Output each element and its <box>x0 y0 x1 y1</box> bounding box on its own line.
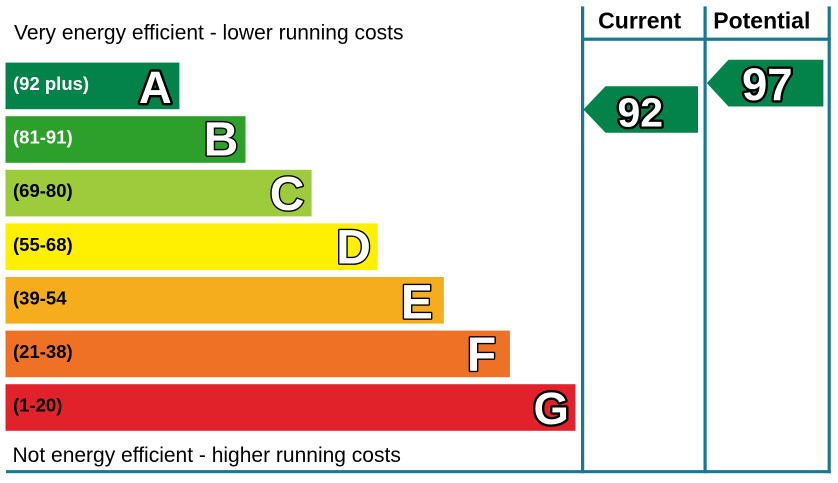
svg-text:(55-68): (55-68) <box>13 234 73 255</box>
svg-text:92: 92 <box>617 90 663 136</box>
svg-text:(1-20): (1-20) <box>13 394 62 415</box>
svg-text:D: D <box>336 221 371 274</box>
svg-text:A: A <box>139 62 172 113</box>
svg-text:(21-38): (21-38) <box>13 341 73 362</box>
svg-text:97: 97 <box>742 59 793 110</box>
svg-text:(92 plus): (92 plus) <box>13 73 89 94</box>
svg-text:(81-91): (81-91) <box>13 127 73 148</box>
svg-text:G: G <box>533 383 568 434</box>
svg-text:Current: Current <box>598 8 681 34</box>
svg-text:(69-80): (69-80) <box>13 180 73 201</box>
svg-text:Potential: Potential <box>713 8 810 34</box>
svg-text:Not energy efficient - higher: Not energy efficient - higher running co… <box>13 444 401 467</box>
svg-text:(39-54: (39-54 <box>13 287 67 308</box>
svg-text:B: B <box>204 114 239 167</box>
svg-text:E: E <box>401 277 433 330</box>
svg-text:Very energy efficient - lower: Very energy efficient - lower running co… <box>14 22 403 45</box>
svg-text:C: C <box>270 168 305 221</box>
svg-text:F: F <box>467 329 496 382</box>
